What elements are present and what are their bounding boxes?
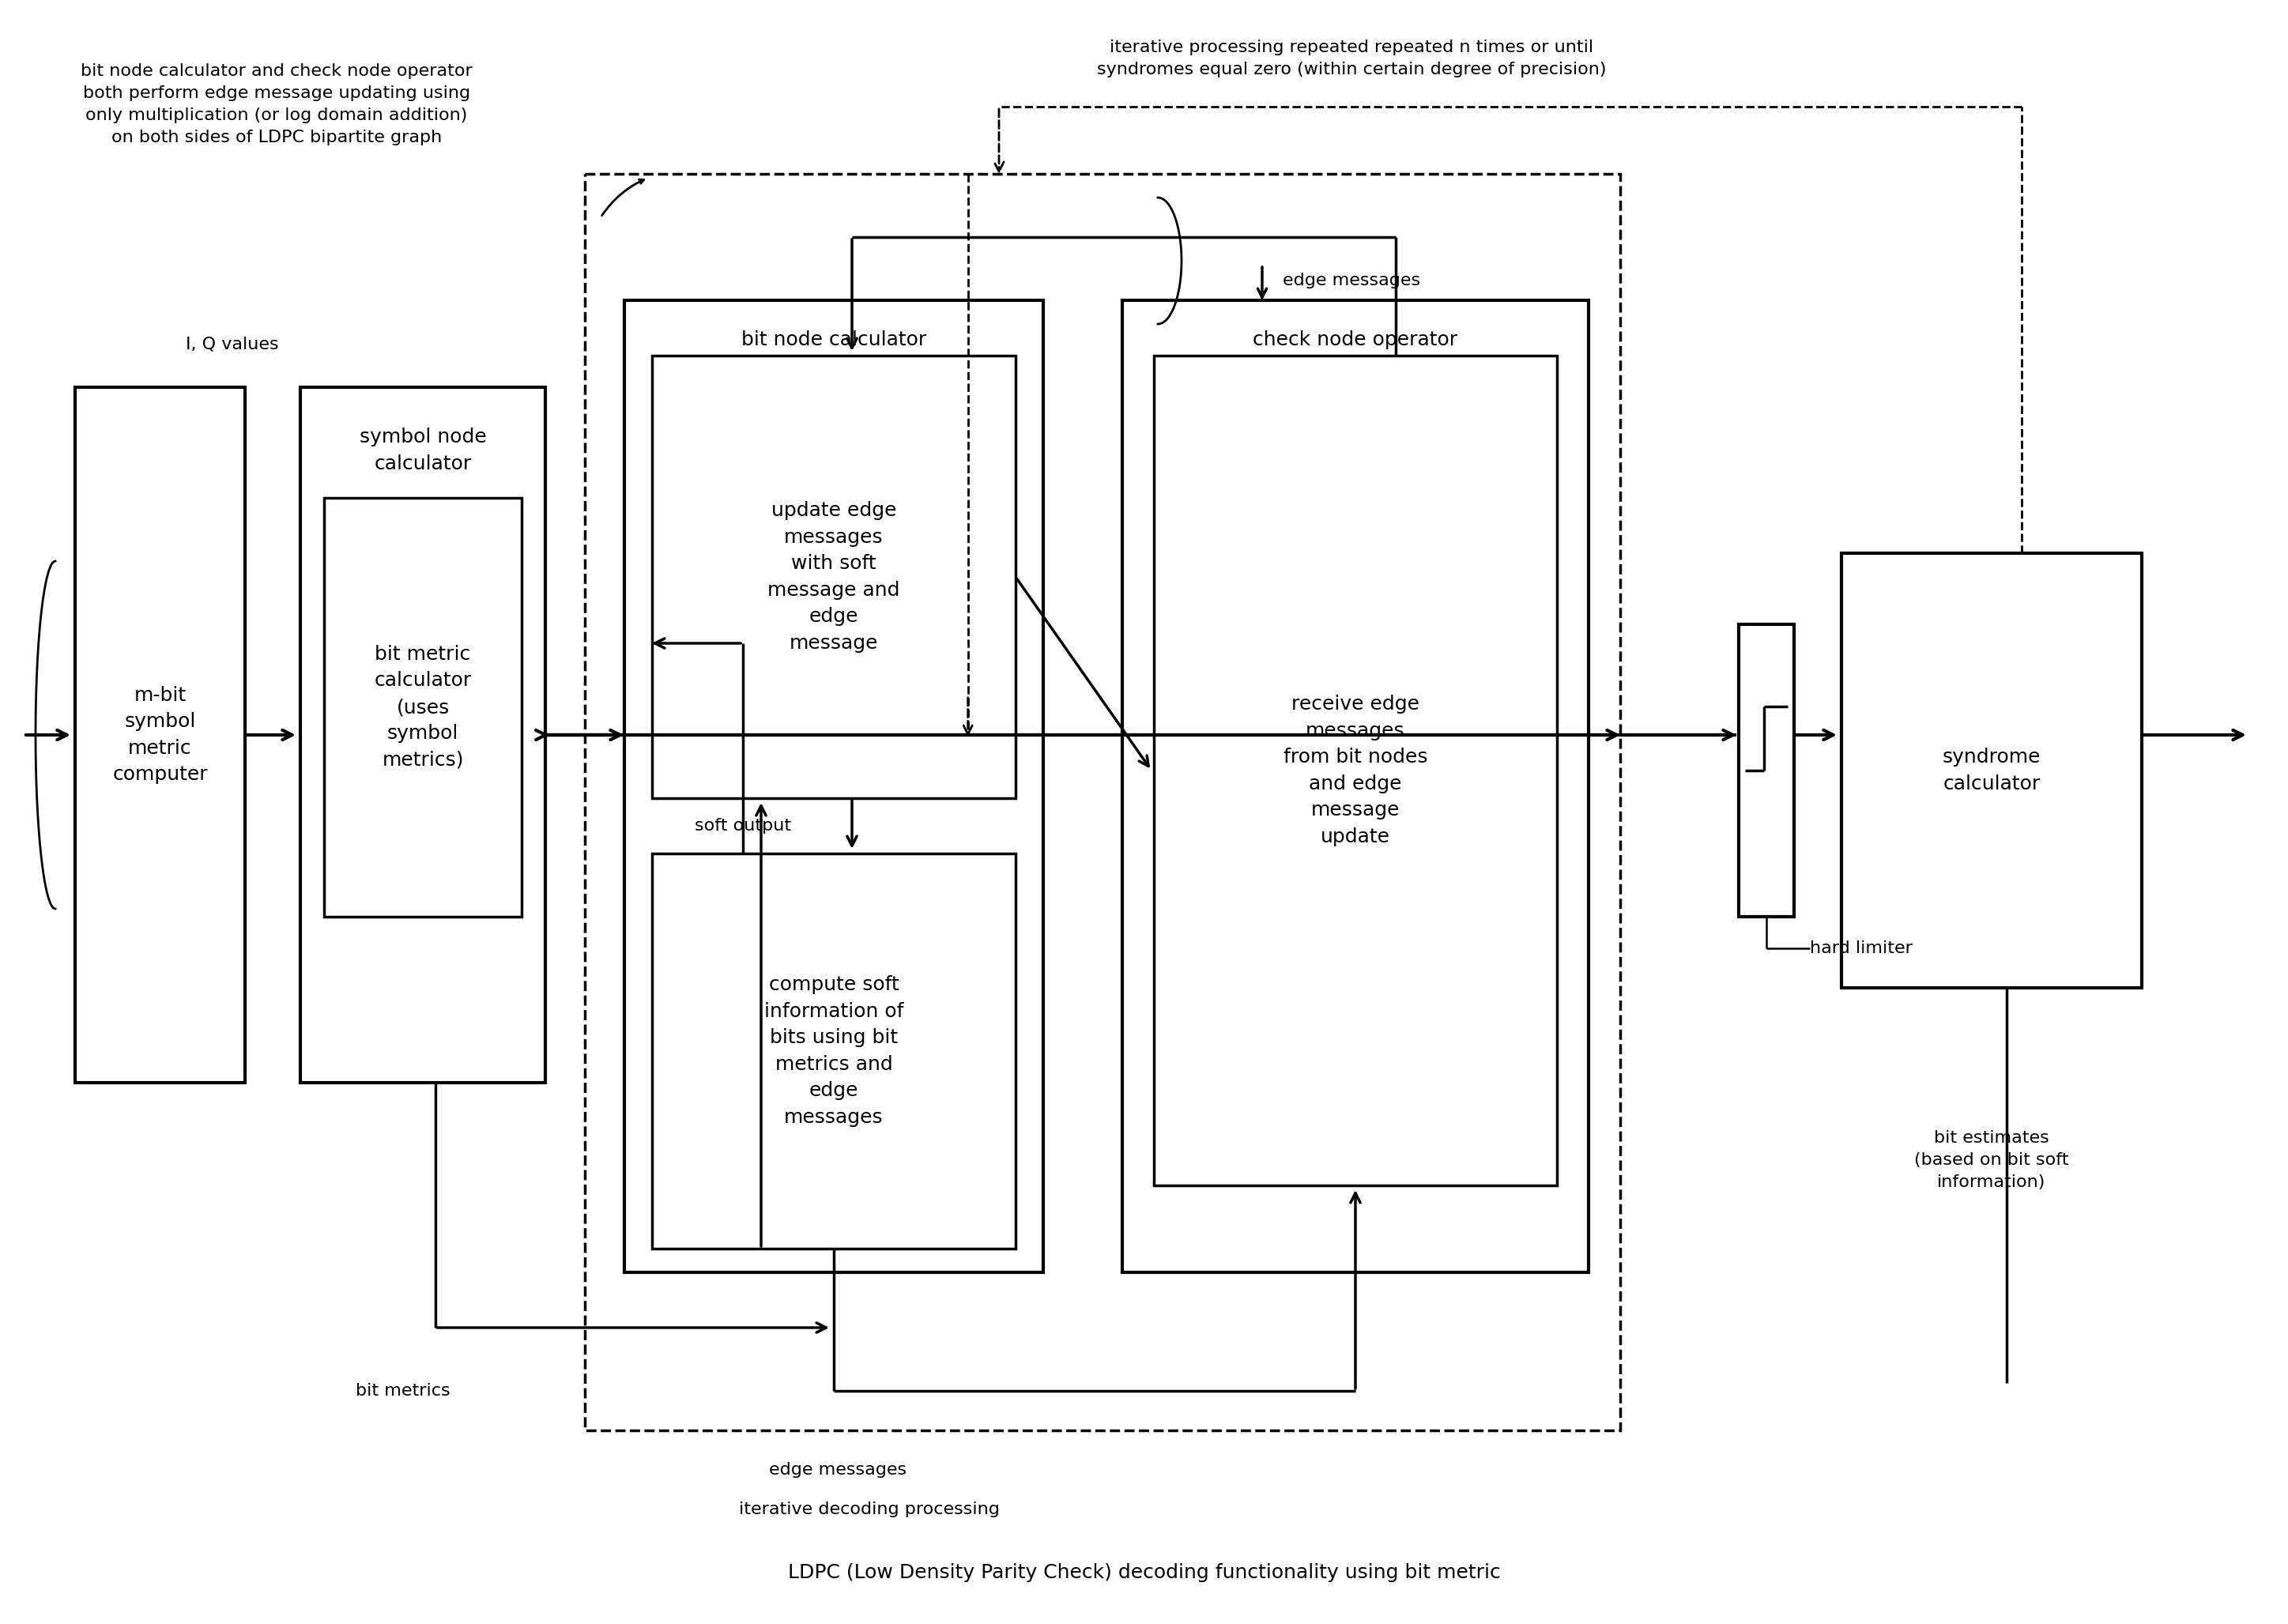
Bar [586,174,1620,1431]
Text: bit metric
calculator
(uses
symbol
metrics): bit metric calculator (uses symbol metri… [375,645,471,770]
Bar [1123,300,1588,1272]
Bar [1739,624,1794,916]
Text: LDPC (Low Density Parity Check) decoding functionality using bit metric: LDPC (Low Density Parity Check) decoding… [787,1564,1501,1582]
Bar [1842,554,2142,987]
Text: compute soft
information of
bits using bit
metrics and
edge
messages: compute soft information of bits using b… [764,976,904,1127]
Text: soft output: soft output [696,818,792,833]
Bar [652,854,1016,1249]
Text: hard limiter: hard limiter [1810,940,1913,957]
Text: I, Q values: I, Q values [185,336,279,352]
Text: check node operator: check node operator [1254,330,1457,349]
Bar [325,499,522,916]
Text: iterative decoding processing: iterative decoding processing [739,1502,1000,1517]
Text: bit node calculator and check node operator
both perform edge message updating u: bit node calculator and check node opera… [80,63,474,146]
Text: m-bit
symbol
metric
computer: m-bit symbol metric computer [112,685,208,784]
Bar [625,300,1043,1272]
Text: edge messages: edge messages [1284,273,1421,289]
Text: bit estimates
(based on bit soft
information): bit estimates (based on bit soft informa… [1915,1130,2068,1190]
Text: symbol node
calculator: symbol node calculator [359,427,487,473]
Bar [300,387,545,1083]
Text: update edge
messages
with soft
message and
edge
message: update edge messages with soft message a… [766,502,899,653]
Bar [1153,356,1556,1186]
Bar [76,387,245,1083]
Bar [652,356,1016,797]
Text: bit metrics: bit metrics [357,1384,451,1398]
Text: iterative processing repeated repeated n times or until
syndromes equal zero (wi: iterative processing repeated repeated n… [1096,39,1606,78]
Text: edge messages: edge messages [769,1462,906,1478]
Text: bit node calculator: bit node calculator [741,330,927,349]
Text: receive edge
messages
from bit nodes
and edge
message
update: receive edge messages from bit nodes and… [1284,695,1428,846]
Text: syndrome
calculator: syndrome calculator [1943,747,2041,793]
